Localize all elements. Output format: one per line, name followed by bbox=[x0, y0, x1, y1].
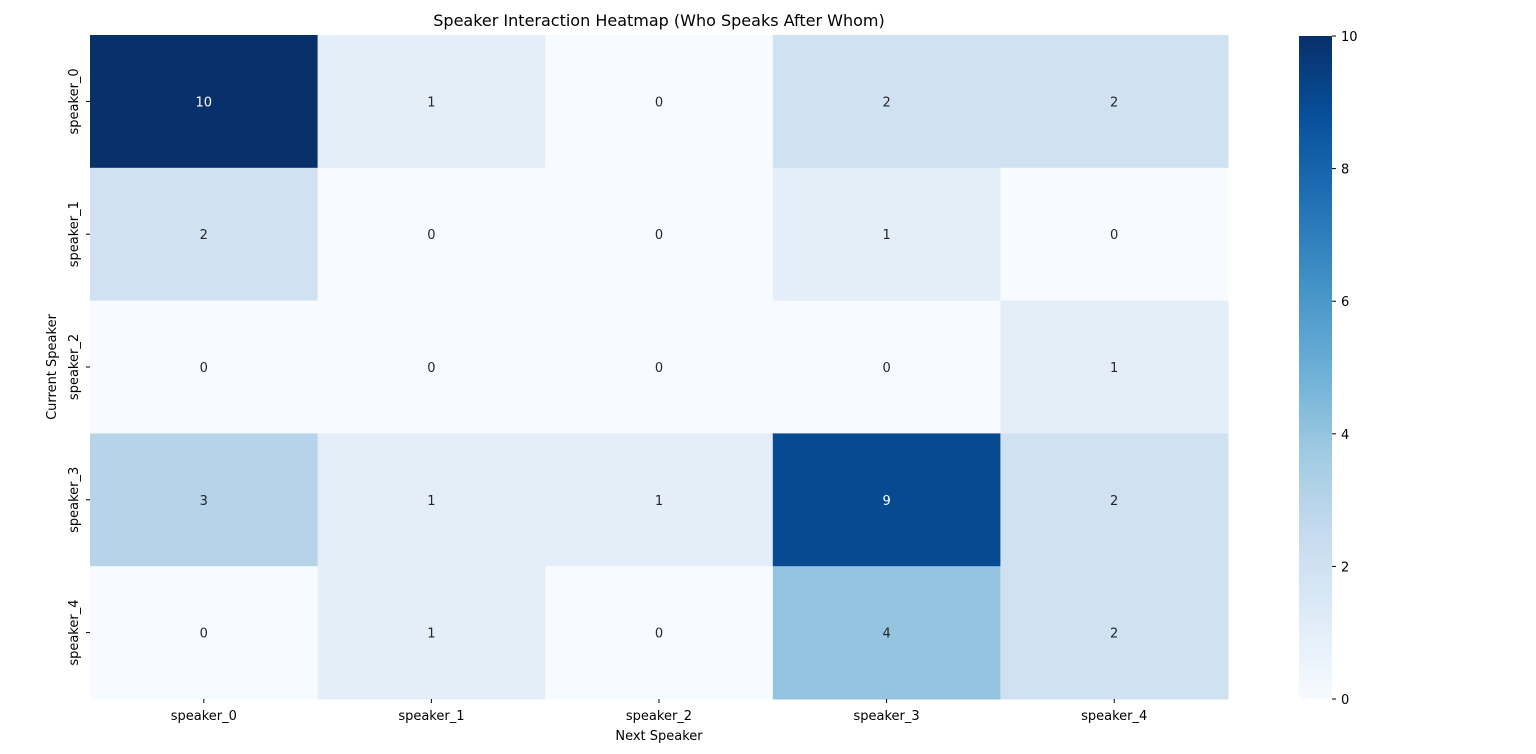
heatmap-cell bbox=[1000, 167, 1229, 302]
colorbar bbox=[1299, 36, 1332, 699]
heatmap-cell bbox=[317, 167, 546, 302]
heatmap-cell bbox=[772, 300, 1001, 434]
cell-value-label: 0 bbox=[655, 627, 663, 642]
heatmap-cell bbox=[545, 300, 774, 434]
heatmap-cell bbox=[1000, 35, 1229, 169]
colorbar-tick-label: 8 bbox=[1341, 163, 1349, 178]
cell-value-label: 10 bbox=[196, 95, 213, 110]
cell-value-label: 0 bbox=[655, 361, 663, 376]
cell-value-label: 2 bbox=[1110, 95, 1118, 110]
heatmap-cell bbox=[545, 35, 774, 169]
x-tick-label: speaker_1 bbox=[398, 709, 464, 724]
heatmap-cells: 10 1 0 2 22 0 0 1 00 0 0 0 13 1 1 9 20 1 0 4 2 bbox=[90, 35, 1229, 700]
heatmap-cell bbox=[90, 167, 319, 302]
heatmap-cell bbox=[90, 300, 319, 434]
cell-value-label: 2 bbox=[1110, 627, 1118, 642]
x-tick-label: speaker_3 bbox=[854, 709, 920, 724]
cell-value-label: 1 bbox=[1110, 361, 1118, 376]
y-tick-label: speaker_1 bbox=[67, 201, 82, 267]
y-tick-label: speaker_0 bbox=[67, 68, 82, 134]
y-tick-label: speaker_4 bbox=[67, 600, 82, 666]
cell-value-label: 0 bbox=[1110, 228, 1118, 243]
cell-value-label: 0 bbox=[882, 361, 890, 376]
heatmap-cell bbox=[317, 566, 546, 700]
colorbar-ticks: 0 2 4 6 8 10 bbox=[1332, 30, 1358, 708]
heatmap-cell bbox=[317, 35, 546, 169]
y-axis-label: Current Speaker bbox=[45, 313, 60, 419]
heatmap-cell bbox=[545, 566, 774, 700]
chart-title: Speaker Interaction Heatmap (Who Speaks … bbox=[433, 11, 884, 30]
heatmap-cell bbox=[1000, 433, 1229, 567]
cell-value-label: 9 bbox=[882, 494, 890, 509]
cell-value-label: 2 bbox=[882, 95, 890, 110]
y-tick-label: speaker_3 bbox=[67, 467, 82, 533]
cell-value-label: 1 bbox=[427, 627, 435, 642]
cell-value-label: 1 bbox=[427, 95, 435, 110]
heatmap-cell bbox=[317, 300, 546, 434]
heatmap-cell bbox=[1000, 300, 1229, 434]
x-tick-label: speaker_0 bbox=[171, 709, 237, 724]
y-tick-label: speaker_2 bbox=[67, 334, 82, 400]
y-axis-ticks: speaker_0 speaker_1 speaker_2 speaker_3spea… bbox=[67, 68, 90, 666]
cell-value-label: 4 bbox=[882, 627, 890, 642]
cell-value-label: 0 bbox=[427, 361, 435, 376]
heatmap-cell bbox=[90, 433, 319, 567]
x-axis-ticks: speaker_0 speaker_1 speaker_2 speaker_3 spea… bbox=[171, 699, 1147, 724]
heatmap-cell bbox=[772, 566, 1001, 700]
heatmap-cell bbox=[90, 566, 319, 700]
heatmap-cell bbox=[317, 433, 546, 567]
cell-value-label: 0 bbox=[200, 361, 208, 376]
heatmap-cell bbox=[772, 167, 1001, 302]
colorbar-tick-label: 0 bbox=[1341, 693, 1349, 708]
cell-value-label: 2 bbox=[1110, 494, 1118, 509]
cell-value-label: 0 bbox=[655, 228, 663, 243]
heatmap-cell bbox=[772, 433, 1001, 567]
heatmap-cell bbox=[545, 433, 774, 567]
cell-value-label: 1 bbox=[655, 494, 663, 509]
heatmap-cell bbox=[1000, 566, 1229, 700]
colorbar-tick-label: 4 bbox=[1341, 428, 1349, 443]
cell-value-label: 1 bbox=[882, 228, 890, 243]
colorbar-tick-label: 2 bbox=[1341, 560, 1349, 575]
cell-value-label: 3 bbox=[200, 494, 208, 509]
cell-value-label: 2 bbox=[200, 228, 208, 243]
heatmap-cell bbox=[772, 35, 1001, 169]
colorbar-tick-label: 10 bbox=[1341, 30, 1358, 45]
x-tick-label: speaker_4 bbox=[1081, 709, 1147, 724]
heatmap-cell bbox=[545, 167, 774, 302]
cell-value-label: 0 bbox=[655, 95, 663, 110]
cell-value-label: 0 bbox=[427, 228, 435, 243]
x-axis-label: Next Speaker bbox=[615, 729, 703, 744]
cell-value-label: 0 bbox=[200, 627, 208, 642]
colorbar-tick-label: 6 bbox=[1341, 295, 1349, 310]
heatmap-cell bbox=[90, 35, 319, 169]
cell-value-label: 1 bbox=[427, 494, 435, 509]
x-tick-label: speaker_2 bbox=[626, 709, 692, 724]
